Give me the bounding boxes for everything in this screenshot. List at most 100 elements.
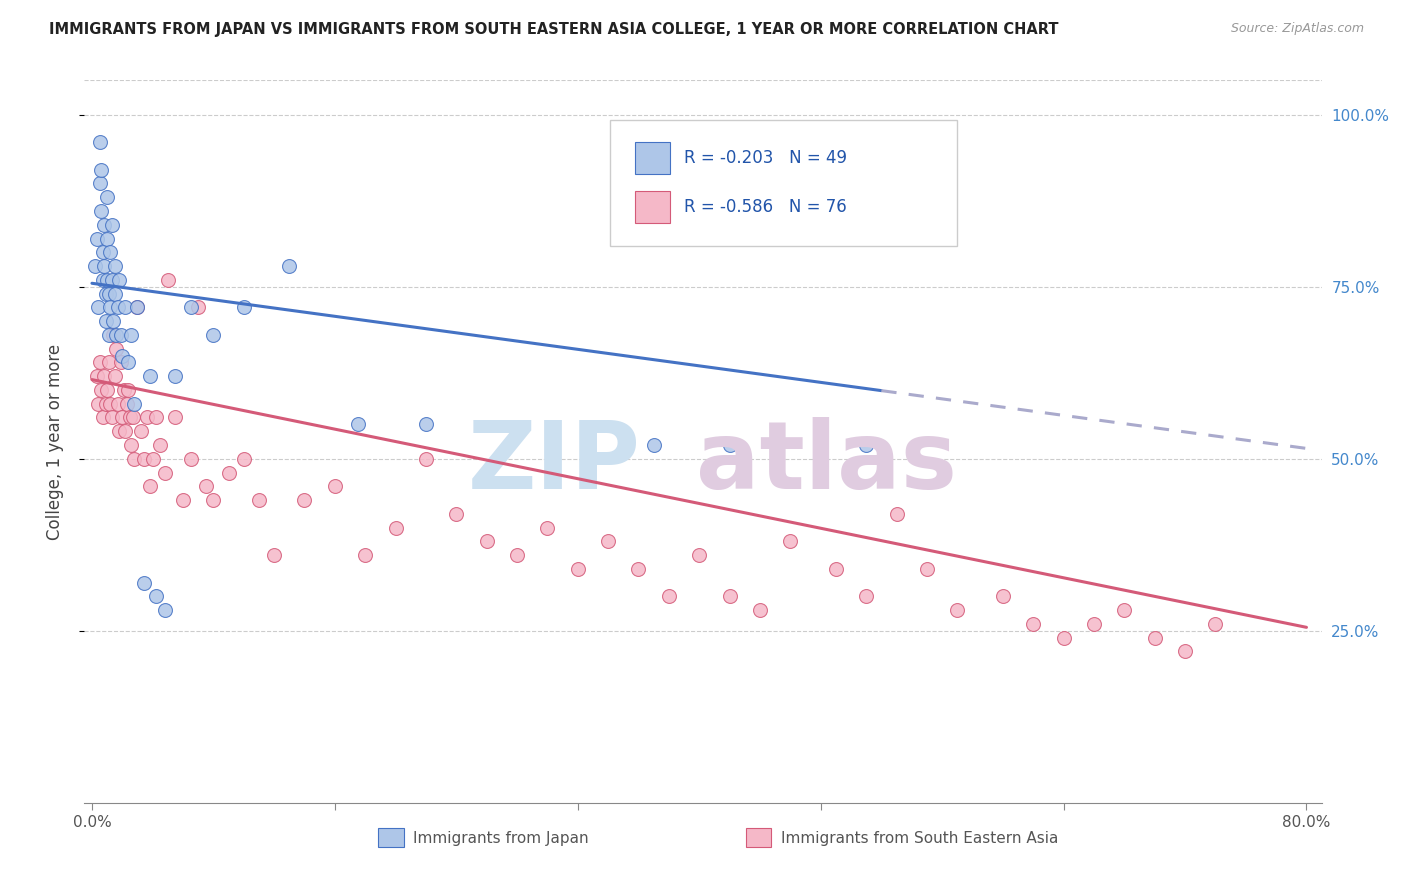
Point [93,218,115,232]
Text: atlas: atlas [696,417,957,509]
Text: ZIP: ZIP [468,417,641,509]
Point [748,603,770,617]
Point [122,410,145,425]
Point [475,534,498,549]
Point [278,259,301,273]
Point [598,534,620,549]
Point [98,301,121,315]
Point [153,466,176,480]
Point [103,314,125,328]
Point [688,548,710,562]
Point [129,424,152,438]
Point [132,575,155,590]
Point [232,301,254,315]
Point [97,327,120,342]
Point [1083,616,1105,631]
Text: Source: ZipAtlas.com: Source: ZipAtlas.com [1230,22,1364,36]
Point [114,301,136,315]
Point [89,177,111,191]
Point [93,369,115,384]
Point [323,479,346,493]
Point [89,135,111,149]
Point [138,479,160,493]
Point [96,231,118,245]
Point [855,590,877,604]
Point [94,286,117,301]
Point [91,245,114,260]
Point [127,301,149,315]
Point [658,590,681,604]
Point [108,273,131,287]
FancyBboxPatch shape [636,142,669,174]
Point [718,438,741,452]
Point [124,451,146,466]
Point [111,349,134,363]
Point [156,273,179,287]
Point [180,451,202,466]
Point [117,383,139,397]
Point [149,438,172,452]
Point [1174,644,1197,658]
Point [120,438,142,452]
Text: R = -0.203   N = 49: R = -0.203 N = 49 [685,149,848,167]
Point [127,301,149,315]
Point [97,286,120,301]
Point [105,342,128,356]
Point [202,493,225,508]
Point [96,273,118,287]
Text: IMMIGRANTS FROM JAPAN VS IMMIGRANTS FROM SOUTH EASTERN ASIA COLLEGE, 1 YEAR OR M: IMMIGRANTS FROM JAPAN VS IMMIGRANTS FROM… [49,22,1059,37]
Point [94,397,117,411]
Point [218,466,240,480]
Point [103,327,125,342]
Point [506,548,529,562]
Point [1143,631,1166,645]
Point [100,410,122,425]
Point [105,327,128,342]
Point [263,548,285,562]
Point [120,327,142,342]
Point [1204,616,1226,631]
Point [294,493,316,508]
Point [110,355,132,369]
Point [346,417,368,432]
Point [824,562,846,576]
Point [991,590,1014,604]
Point [384,520,406,534]
Point [87,397,110,411]
Point [87,301,110,315]
Point [89,355,111,369]
Point [1022,616,1045,631]
Point [1114,603,1136,617]
Point [1052,631,1074,645]
Point [90,204,112,219]
Point [97,355,120,369]
Y-axis label: College, 1 year or more: College, 1 year or more [45,343,63,540]
Point [117,355,139,369]
Point [90,162,112,177]
Point [718,590,741,604]
Point [111,410,134,425]
Point [124,397,146,411]
Text: Immigrants from South Eastern Asia: Immigrants from South Eastern Asia [782,831,1059,846]
Point [232,451,254,466]
Point [415,451,437,466]
Point [145,410,167,425]
Point [100,218,122,232]
Text: R = -0.586   N = 76: R = -0.586 N = 76 [685,198,848,216]
FancyBboxPatch shape [636,191,669,223]
Point [135,410,157,425]
Point [90,383,112,397]
Point [165,410,187,425]
Point [112,383,135,397]
Point [354,548,377,562]
Point [107,301,129,315]
Point [108,424,131,438]
Point [94,314,117,328]
Point [855,438,877,452]
Point [202,327,225,342]
Point [104,286,127,301]
Point [98,245,121,260]
Point [115,397,138,411]
Point [180,301,202,315]
Point [86,369,108,384]
